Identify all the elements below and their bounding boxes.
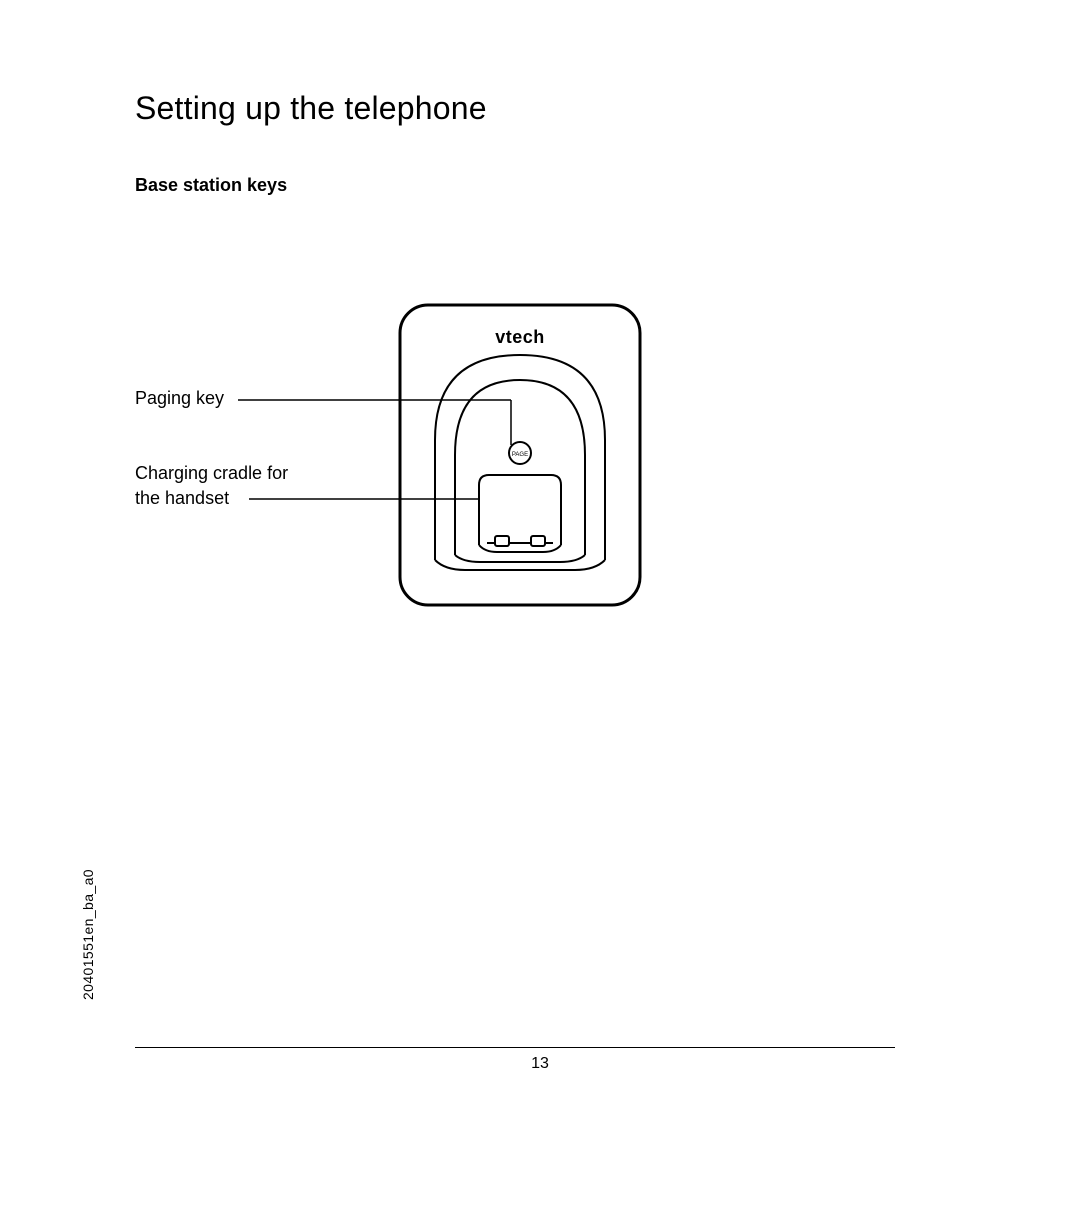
page-title: Setting up the telephone [135, 90, 487, 127]
page-number: 13 [0, 1055, 1080, 1073]
contact-left [495, 536, 509, 546]
base-station-diagram: vtech PAGE [135, 300, 655, 620]
footer-rule [135, 1047, 895, 1048]
section-heading: Base station keys [135, 175, 287, 196]
contact-right [531, 536, 545, 546]
doc-code: 20401551en_ba_a0 [80, 869, 96, 1000]
brand-label: vtech [495, 327, 545, 347]
page-button-label: PAGE [512, 452, 528, 458]
manual-page: Setting up the telephone Base station ke… [0, 0, 1080, 1216]
